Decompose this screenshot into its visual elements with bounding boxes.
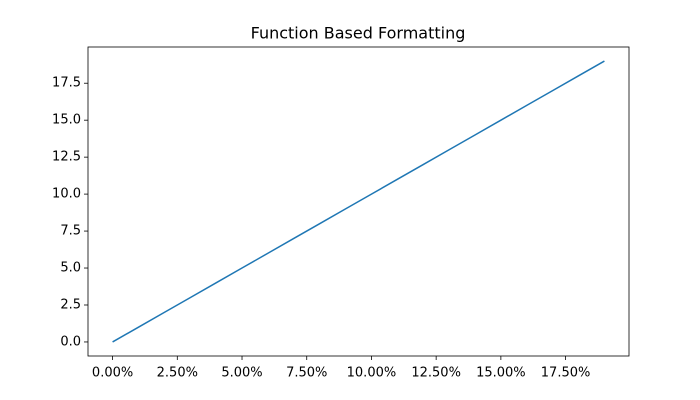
x-tick-label: 12.50%: [411, 366, 461, 381]
x-tick-label: 5.00%: [221, 366, 262, 381]
chart-title: Function Based Formatting: [251, 24, 466, 43]
y-tick-label: 10.0: [52, 187, 81, 202]
y-tick-label: 7.5: [60, 224, 81, 239]
y-tick-label: 17.5: [52, 76, 81, 91]
x-tick-label: 0.00%: [92, 366, 133, 381]
y-tick-label: 15.0: [52, 113, 81, 128]
y-tick-label: 0.0: [60, 334, 81, 349]
y-tick-label: 5.0: [60, 261, 81, 276]
x-tick-label: 10.00%: [347, 366, 397, 381]
axes-frame: [87, 46, 630, 357]
y-tick-label: 12.5: [52, 150, 81, 165]
x-tick-label: 2.50%: [157, 366, 198, 381]
x-tick-label: 15.00%: [476, 366, 526, 381]
y-tick-label: 2.5: [60, 297, 81, 312]
x-tick-label: 17.50%: [541, 366, 591, 381]
x-tick-label: 7.50%: [286, 366, 327, 381]
data-line: [112, 60, 605, 343]
